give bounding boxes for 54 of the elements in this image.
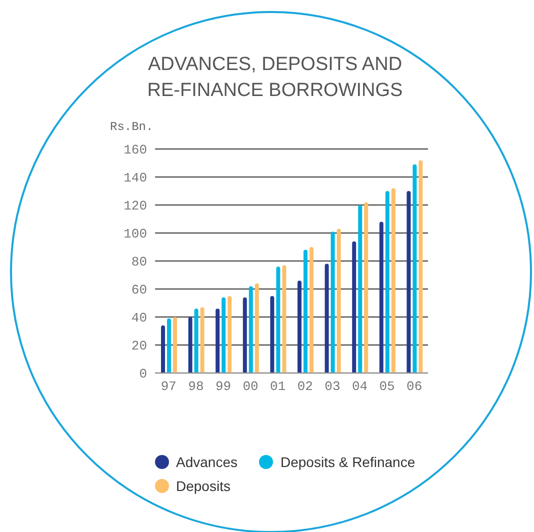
bar: [216, 308, 220, 373]
bar: [406, 191, 411, 373]
bar: [336, 228, 341, 373]
y-tick-label: 100: [124, 226, 147, 242]
x-tick-label: 04: [352, 379, 368, 394]
bar: [304, 250, 308, 373]
y-tick-label: 20: [131, 338, 147, 354]
bar: [418, 160, 423, 373]
bar: [222, 297, 226, 373]
bar: [242, 297, 247, 373]
bar: [298, 280, 302, 373]
bar: [391, 188, 396, 373]
x-tick-label: 06: [406, 379, 422, 394]
y-tick-label: 0: [139, 366, 147, 382]
y-axis-title: Rs.Bn.: [110, 120, 154, 134]
bar: [161, 325, 165, 373]
bar: [379, 222, 384, 373]
bar: [228, 296, 232, 373]
bar: [188, 317, 192, 373]
chart-title: ADVANCES, DEPOSITS AND RE-FINANCE BORROWINGS: [146, 53, 404, 103]
x-tick-label: 97: [160, 379, 176, 394]
bar: [364, 202, 368, 373]
bar: [352, 241, 356, 373]
legend-label: Advances: [176, 454, 238, 470]
legend-label: Deposits: [176, 478, 230, 494]
y-tick-label: 160: [124, 142, 147, 158]
x-tick-label: 02: [297, 379, 313, 394]
bar: [254, 283, 259, 373]
x-tick-label: 05: [379, 379, 395, 394]
bar: [358, 205, 362, 373]
bar: [282, 265, 286, 373]
bar: [173, 317, 177, 373]
bar: [385, 191, 390, 373]
bar: [248, 286, 253, 373]
bar: [330, 232, 335, 373]
x-tick-label: 01: [270, 379, 286, 394]
bar: [310, 247, 314, 373]
bar: [412, 164, 417, 373]
x-tick-label: 98: [188, 379, 204, 394]
x-tick-label: 00: [242, 379, 258, 394]
legend-label: Deposits & Refinance: [280, 454, 416, 470]
x-tick-label: 03: [324, 379, 340, 394]
bar: [276, 266, 280, 373]
bar: [324, 264, 329, 373]
bar: [194, 308, 198, 373]
y-tick-label: 60: [131, 282, 147, 298]
y-tick-label: 40: [131, 310, 147, 326]
y-tick-label: 140: [124, 170, 147, 186]
bar: [167, 318, 171, 373]
y-tick-label: 80: [131, 254, 147, 270]
bar: [270, 296, 274, 373]
x-tick-label: 99: [215, 379, 232, 394]
y-tick-label: 120: [124, 198, 147, 214]
bar: [200, 307, 204, 373]
